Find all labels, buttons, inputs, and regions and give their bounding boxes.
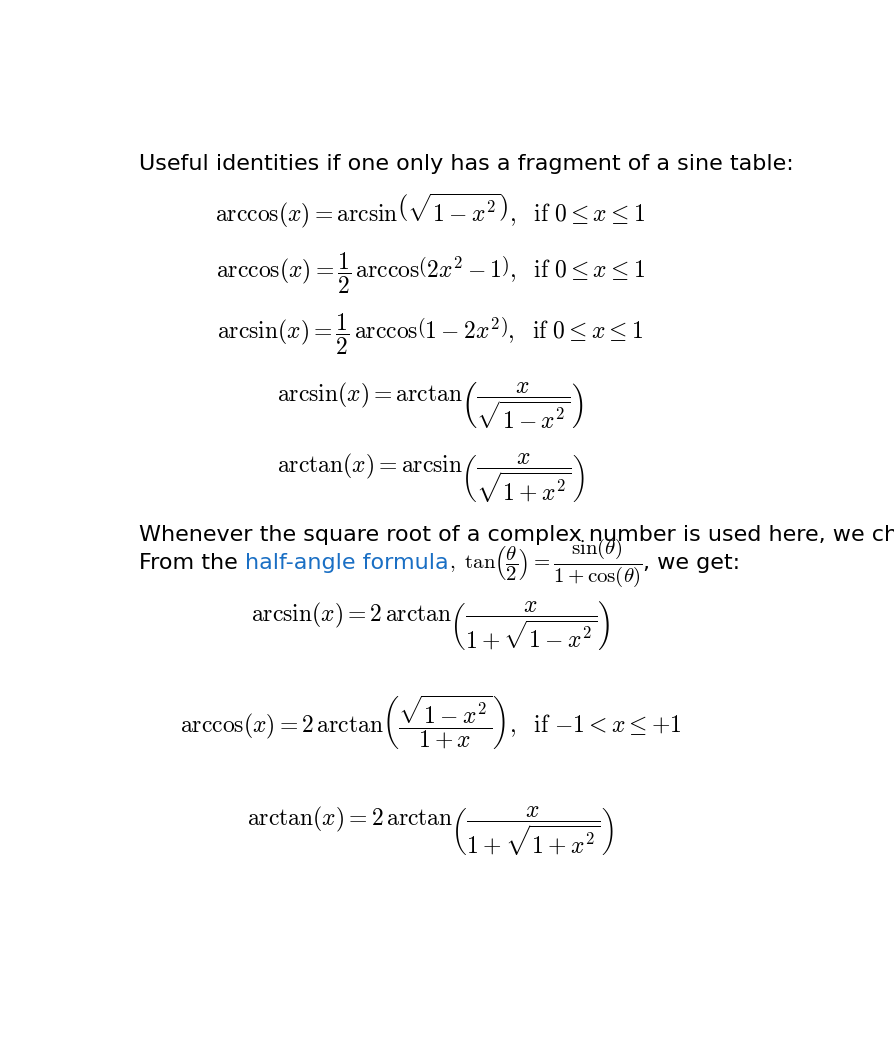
Text: $\arccos(x) = \arcsin\!\left(\sqrt{1 - x^2}\right),\ \ \mathrm{if}\ 0 \leq x \le: $\arccos(x) = \arcsin\!\left(\sqrt{1 - x… [215, 192, 645, 230]
Text: $\arctan(x) = \arcsin\!\left(\dfrac{x}{\sqrt{1 + x^2}}\right)$: $\arctan(x) = \arcsin\!\left(\dfrac{x}{\… [276, 450, 585, 505]
Text: Useful identities if one only has a fragment of a sine table:: Useful identities if one only has a frag… [139, 154, 794, 174]
Text: $\arcsin(x) = 2\,\arctan\!\left(\dfrac{x}{1 + \sqrt{1 - x^2}}\right)$: $\arcsin(x) = 2\,\arctan\!\left(\dfrac{x… [250, 600, 611, 652]
Text: half-angle formula: half-angle formula [245, 552, 449, 572]
Text: $\arcsin(x) = \dfrac{1}{2}\,\arccos\!\left(1 - 2x^2\right),\ \ \mathrm{if}\ 0 \l: $\arcsin(x) = \dfrac{1}{2}\,\arccos\!\le… [217, 312, 644, 357]
Text: $\arcsin(x) = \arctan\!\left(\dfrac{x}{\sqrt{1 - x^2}}\right)$: $\arcsin(x) = \arctan\!\left(\dfrac{x}{\… [277, 380, 584, 432]
Text: , we get:: , we get: [643, 552, 740, 572]
Text: $\arctan(x) = 2\,\arctan\!\left(\dfrac{x}{1 + \sqrt{1 + x^2}}\right)$: $\arctan(x) = 2\,\arctan\!\left(\dfrac{x… [248, 804, 613, 858]
Text: $,\ \tan\!\left(\dfrac{\theta}{2}\right) = \dfrac{\sin(\theta)}{1+\cos(\theta)}$: $,\ \tan\!\left(\dfrac{\theta}{2}\right)… [449, 537, 643, 589]
Text: Whenever the square root of a complex number is used here, we cho: Whenever the square root of a complex nu… [139, 525, 894, 545]
Text: $\arccos(x) = \dfrac{1}{2}\,\arccos\!\left(2x^2 - 1\right),\ \ \mathrm{if}\ 0 \l: $\arccos(x) = \dfrac{1}{2}\,\arccos\!\le… [216, 251, 645, 296]
Text: From the: From the [139, 552, 245, 572]
Text: $\arccos(x) = 2\,\arctan\!\left(\dfrac{\sqrt{1 - x^2}}{1 + x}\right),\ \ \mathrm: $\arccos(x) = 2\,\arctan\!\left(\dfrac{\… [180, 693, 681, 752]
